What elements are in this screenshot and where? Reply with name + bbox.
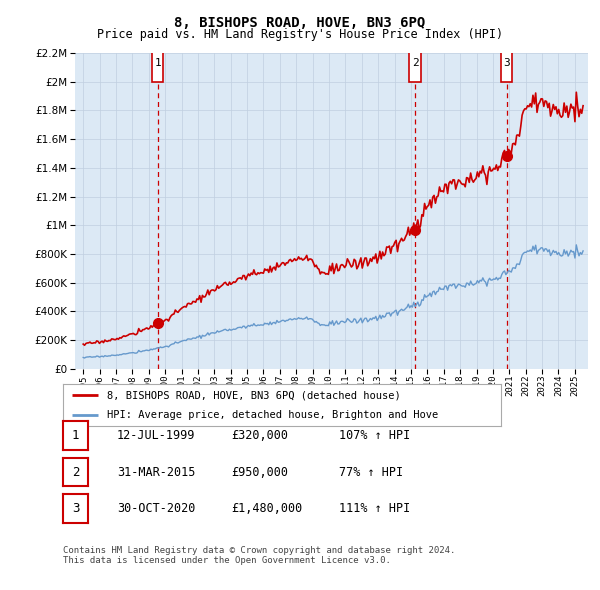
Text: 8, BISHOPS ROAD, HOVE, BN3 6PQ: 8, BISHOPS ROAD, HOVE, BN3 6PQ (175, 16, 425, 30)
Text: 31-MAR-2015: 31-MAR-2015 (117, 466, 196, 478)
Text: Contains HM Land Registry data © Crown copyright and database right 2024.
This d: Contains HM Land Registry data © Crown c… (63, 546, 455, 565)
Text: 111% ↑ HPI: 111% ↑ HPI (339, 502, 410, 515)
Text: 8, BISHOPS ROAD, HOVE, BN3 6PQ (detached house): 8, BISHOPS ROAD, HOVE, BN3 6PQ (detached… (107, 391, 401, 401)
Text: 3: 3 (503, 58, 510, 68)
Text: HPI: Average price, detached house, Brighton and Hove: HPI: Average price, detached house, Brig… (107, 411, 438, 420)
FancyBboxPatch shape (152, 44, 163, 81)
Text: 2: 2 (412, 58, 418, 68)
Text: 12-JUL-1999: 12-JUL-1999 (117, 429, 196, 442)
Text: 2: 2 (72, 466, 79, 478)
Text: Price paid vs. HM Land Registry's House Price Index (HPI): Price paid vs. HM Land Registry's House … (97, 28, 503, 41)
Text: 30-OCT-2020: 30-OCT-2020 (117, 502, 196, 515)
FancyBboxPatch shape (409, 44, 421, 81)
Text: £320,000: £320,000 (231, 429, 288, 442)
Text: 1: 1 (72, 429, 79, 442)
Text: 3: 3 (72, 502, 79, 515)
Text: 107% ↑ HPI: 107% ↑ HPI (339, 429, 410, 442)
Text: 77% ↑ HPI: 77% ↑ HPI (339, 466, 403, 478)
Text: 1: 1 (154, 58, 161, 68)
FancyBboxPatch shape (501, 44, 512, 81)
Text: £1,480,000: £1,480,000 (231, 502, 302, 515)
Text: £950,000: £950,000 (231, 466, 288, 478)
